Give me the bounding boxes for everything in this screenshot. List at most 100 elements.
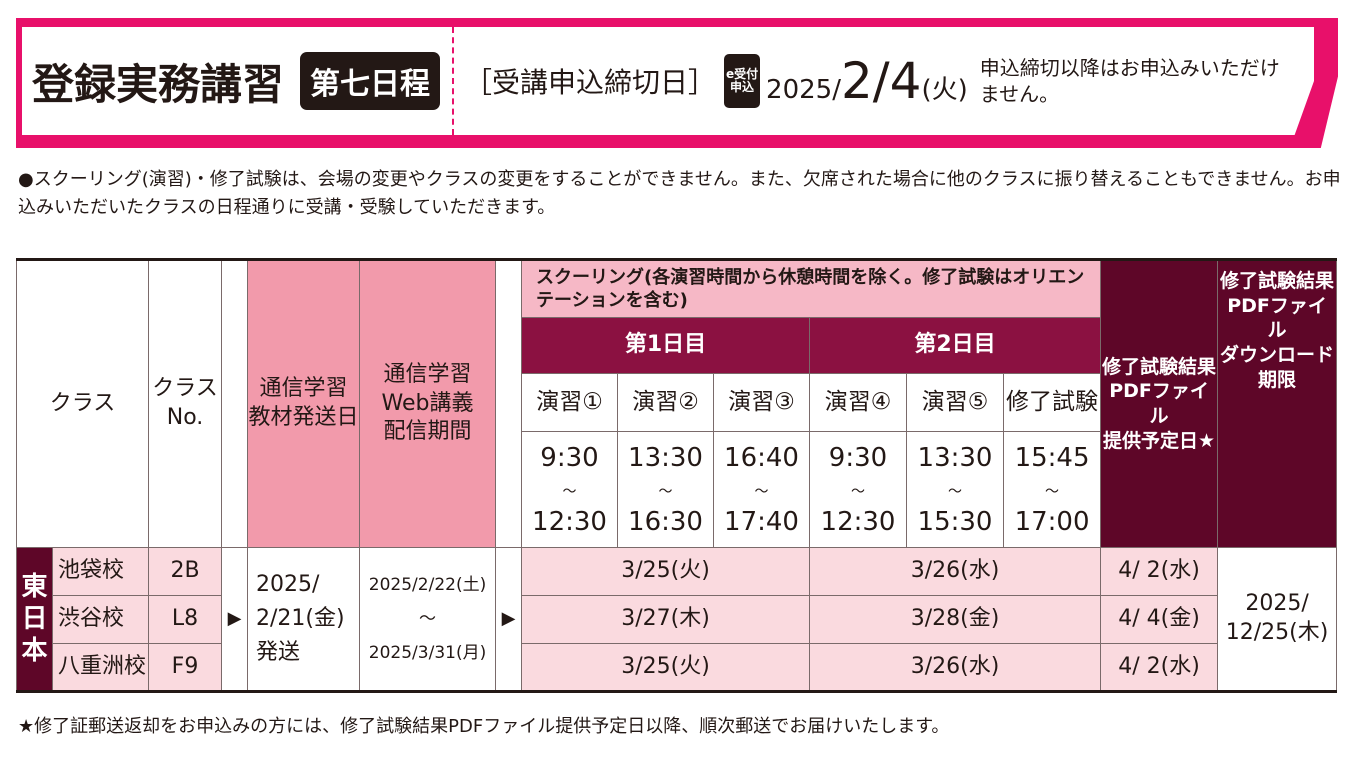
- class-name: 渋谷校: [52, 595, 149, 644]
- end-time: 16:30: [628, 506, 703, 537]
- label: 配信期間: [383, 419, 472, 445]
- table-row: 八重洲校 F9 3/25(火) 3/26(水) 4/ 2(水): [17, 643, 1337, 692]
- header-arrow-spacer: [495, 259, 522, 548]
- class-no: L8: [148, 595, 222, 644]
- label: クラス: [152, 376, 218, 402]
- pdf-date: 4/ 2(水): [1100, 643, 1219, 692]
- session-time: 9:30 〜 12:30: [521, 431, 618, 548]
- deadline-date: 2025/2/4(火): [766, 52, 968, 110]
- header-session: 演習②: [617, 373, 714, 432]
- label: 東: [21, 572, 48, 602]
- session-time: 9:30 〜 12:30: [809, 431, 907, 548]
- label: 2025/: [256, 572, 320, 597]
- region-label: 東日本: [16, 547, 53, 692]
- session-time: 13:30 〜 15:30: [906, 431, 1004, 548]
- label: 期限: [1258, 368, 1297, 391]
- arrow-right-icon: ▶: [495, 547, 522, 692]
- deadline-label: ［受講申込締切日］: [464, 66, 717, 99]
- tilde: 〜: [754, 483, 769, 500]
- banner-content: 登録実務講習 第七日程 ［受講申込締切日］ e受付 申込 2025/2/4(火) …: [32, 27, 1294, 135]
- arrow-right-icon: ▶: [221, 547, 248, 692]
- table-row: 渋谷校 L8 3/27(木) 3/28(金) 4/ 4(金): [17, 595, 1337, 644]
- header-session: 演習③: [713, 373, 810, 432]
- start-time: 13:30: [628, 442, 703, 473]
- deadline-year: 2025/: [766, 75, 841, 105]
- end-time: 17:00: [1014, 506, 1090, 537]
- web-period: 2025/2/22(土) 〜 2025/3/31(月): [359, 547, 496, 692]
- header-day2: 第2日目: [808, 317, 1102, 374]
- class-name: 八重洲校: [52, 643, 149, 692]
- day2-date: 3/28(金): [808, 595, 1102, 644]
- table-row: 東日本池袋校 2B ▶ 2025/2/21(金) 発送 2025/2/22(土) 〜 2025…: [16, 547, 1338, 692]
- header-class: クラス: [16, 259, 149, 548]
- end-time: 12:30: [820, 506, 896, 537]
- session-time: 15:45 〜 17:00: [1002, 431, 1102, 548]
- session-time: 13:30 〜 16:30: [617, 431, 714, 548]
- tilde: 〜: [658, 483, 673, 500]
- day1-date: 3/27(木): [521, 595, 810, 644]
- label: ダウンロード: [1220, 344, 1335, 367]
- label: 教材発送日: [248, 405, 359, 430]
- divider: [452, 27, 455, 135]
- label: Web講義: [381, 390, 474, 416]
- e-application-icon: e受付 申込: [724, 54, 761, 108]
- class-name: 池袋校: [52, 547, 149, 596]
- header-session: 演習④: [809, 373, 907, 432]
- schedule-badge: 第七日程: [300, 52, 441, 110]
- header-pdf: 修了試験結果 PDFファイル 提供予定日★: [1100, 259, 1219, 548]
- label: 提供予定日★: [1103, 429, 1216, 452]
- label: 2/21(金): [256, 606, 345, 631]
- day2-date: 3/26(水): [808, 547, 1102, 596]
- label: 2025/2/22(土): [368, 575, 487, 595]
- label: 2025/3/31(月): [368, 643, 487, 663]
- page-title: 登録実務講習: [32, 59, 285, 109]
- deadline-weekday: (火): [921, 75, 968, 105]
- e-icon-line: e受付: [725, 67, 759, 81]
- tilde: 〜: [851, 483, 865, 500]
- header-session: 演習①: [521, 373, 618, 432]
- label: 2025/: [1245, 591, 1309, 617]
- note-bottom: ★修了証郵送返却をお申込みの方には、修了試験結果PDFファイル提供予定日以降、順…: [18, 716, 950, 737]
- label: 修了試験結果: [1220, 270, 1335, 292]
- pdf-date: 4/ 2(水): [1100, 547, 1219, 596]
- label: 〜: [419, 609, 436, 629]
- deadline-day: 2/4: [840, 52, 922, 110]
- header-arrow-spacer: [221, 259, 248, 548]
- label: 12/25(木): [1225, 620, 1329, 645]
- end-time: 17:40: [724, 506, 799, 537]
- start-time: 16:40: [724, 442, 799, 473]
- tilde: 〜: [562, 483, 577, 500]
- header-material: 通信学習 教材発送日: [247, 259, 360, 548]
- label: 修了試験結果: [1102, 355, 1217, 378]
- schedule-table: クラス クラス No. 通信学習 教材発送日 通信学習 Web講義 配信期間 スクーリン…: [16, 258, 1338, 693]
- banner-inner: [22, 27, 1314, 135]
- download-deadline: 2025/12/25(木): [1217, 547, 1338, 692]
- class-no: 2B: [148, 547, 222, 596]
- header-web: 通信学習 Web講義配信期間: [359, 259, 496, 548]
- header-download: 修了試験結果 PDFファイル ダウンロード 期限: [1217, 259, 1338, 548]
- end-time: 15:30: [917, 506, 993, 537]
- tilde: 〜: [1045, 483, 1060, 500]
- end-time: 12:30: [532, 506, 607, 537]
- start-time: 9:30: [828, 442, 888, 473]
- deadline-notice: 申込締切以降はお申込みいただけません。: [979, 56, 1280, 106]
- note-top: ●スクーリング(演習)・修了試験は、会場の変更やクラスの変更をすることができませ…: [18, 169, 1341, 218]
- header-class-no: クラス No.: [148, 259, 222, 548]
- session-time: 16:40 〜 17:40: [713, 431, 810, 548]
- label: 通信学習: [383, 362, 472, 388]
- e-icon-line: 申込: [730, 80, 755, 94]
- header-schooling: スクーリング(各演習時間から休憩時間を除く。修了試験はオリエンテーションを含む): [520, 259, 1102, 318]
- label: 発送: [256, 640, 301, 665]
- label: PDFファイル: [1227, 294, 1327, 342]
- start-time: 9:30: [540, 442, 599, 473]
- header-session: 演習⑤: [906, 373, 1004, 432]
- label: PDFファイル: [1109, 380, 1209, 427]
- label: 通信学習: [259, 376, 348, 402]
- label: 本: [21, 636, 48, 666]
- start-time: 15:45: [1014, 442, 1090, 473]
- label: 日: [21, 604, 48, 634]
- class-no: F9: [148, 643, 222, 692]
- day1-date: 3/25(火): [521, 547, 810, 596]
- material-date: 2025/2/21(金) 発送: [247, 547, 360, 692]
- day1-date: 3/25(火): [521, 643, 810, 692]
